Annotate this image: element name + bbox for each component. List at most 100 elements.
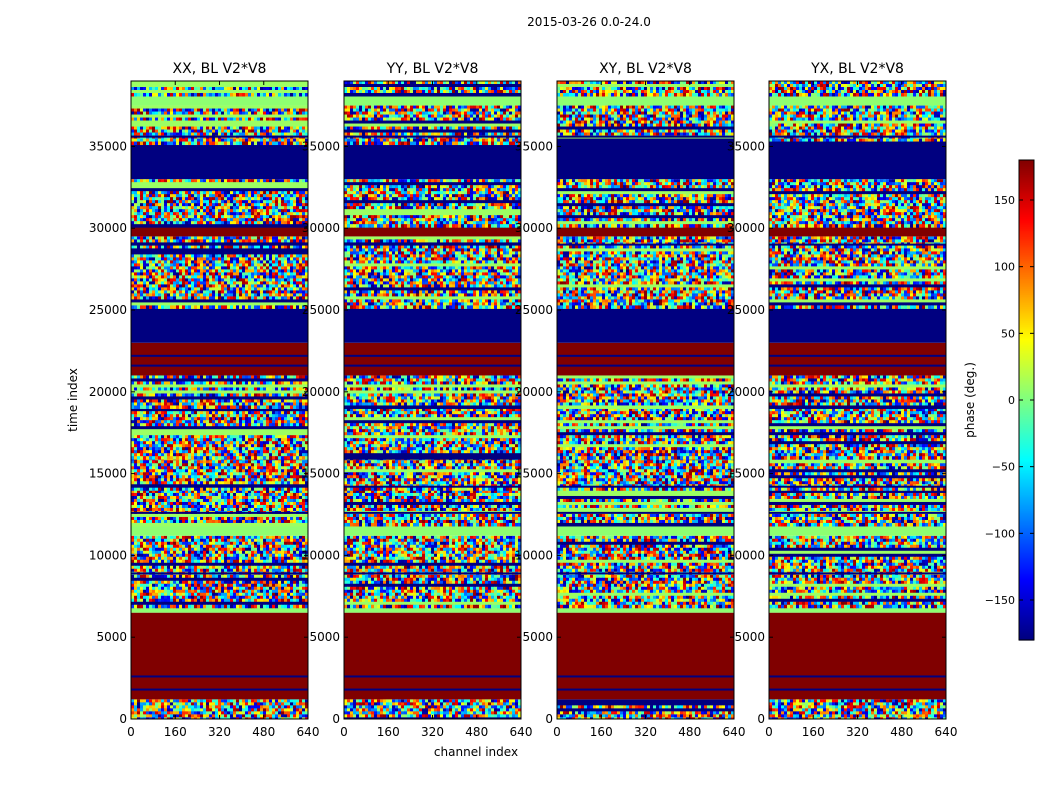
colorbar-step: [1019, 358, 1034, 361]
x-tick-label: 0: [553, 725, 561, 739]
colorbar-step: [1019, 528, 1034, 531]
band: [769, 143, 946, 180]
stripe: [131, 511, 308, 514]
colorbar-step: [1019, 378, 1034, 381]
stripe: [557, 485, 734, 488]
stripe: [344, 354, 521, 357]
colorbar-step: [1019, 634, 1034, 637]
colorbar-step: [1019, 454, 1034, 457]
colorbar-step: [1019, 580, 1034, 583]
colorbar-step: [1019, 494, 1034, 497]
colorbar-step: [1019, 470, 1034, 473]
colorbar-step: [1019, 562, 1034, 565]
colorbar-step: [1019, 330, 1034, 333]
colorbar-step: [1019, 436, 1034, 439]
colorbar-label: phase (deg.): [963, 362, 977, 438]
x-tick-label: 320: [846, 725, 869, 739]
band: [557, 342, 734, 376]
colorbar-step: [1019, 212, 1034, 215]
colorbar-step: [1019, 460, 1034, 463]
stripe: [769, 688, 946, 691]
colorbar-step: [1019, 262, 1034, 265]
colorbar-step: [1019, 456, 1034, 459]
colorbar-step: [1019, 616, 1034, 619]
colorbar-step: [1019, 276, 1034, 279]
x-tick-label: 160: [590, 725, 613, 739]
band: [769, 606, 946, 613]
stripe: [131, 135, 308, 138]
colorbar-step: [1019, 216, 1034, 219]
y-tick-label: 25000: [302, 303, 340, 317]
stripe: [557, 511, 734, 514]
colorbar-step: [1019, 622, 1034, 625]
colorbar-step: [1019, 160, 1034, 163]
colorbar-step: [1019, 180, 1034, 183]
colorbar-step: [1019, 256, 1034, 259]
stripe: [131, 572, 308, 575]
colorbar-step: [1019, 398, 1034, 401]
stripe: [131, 364, 308, 367]
stripe: [557, 675, 734, 678]
colorbar-step: [1019, 268, 1034, 271]
colorbar-step: [1019, 526, 1034, 529]
colorbar-step: [1019, 164, 1034, 167]
colorbar-step: [1019, 566, 1034, 569]
y-tick-label: 25000: [727, 303, 765, 317]
colorbar-step: [1019, 352, 1034, 355]
colorbar-step: [1019, 602, 1034, 605]
colorbar-step: [1019, 236, 1034, 239]
colorbar-step: [1019, 500, 1034, 503]
colorbar-step: [1019, 544, 1034, 547]
colorbar-step: [1019, 292, 1034, 295]
colorbar-step: [1019, 192, 1034, 195]
band: [131, 612, 308, 700]
stripe: [344, 364, 521, 367]
colorbar-step: [1019, 546, 1034, 549]
colorbar-step: [1019, 556, 1034, 559]
colorbar-step: [1019, 218, 1034, 221]
colorbar-step: [1019, 222, 1034, 225]
colorbar-step: [1019, 590, 1034, 593]
band: [344, 94, 521, 106]
colorbar-step: [1019, 512, 1034, 515]
colorbar-tick-label: −100: [985, 527, 1015, 540]
colorbar-step: [1019, 498, 1034, 501]
colorbar-step: [1019, 322, 1034, 325]
colorbar-tick-label: 150: [994, 194, 1015, 207]
colorbar-step: [1019, 270, 1034, 273]
colorbar-step: [1019, 514, 1034, 517]
y-tick-label: 10000: [302, 548, 340, 562]
colorbar-step: [1019, 380, 1034, 383]
x-tick-label: 0: [340, 725, 348, 739]
colorbar-step: [1019, 406, 1034, 409]
y-tick-label: 0: [757, 712, 765, 726]
colorbar-step: [1019, 250, 1034, 253]
colorbar-step: [1019, 524, 1034, 527]
panels: XX, BL V2*V8 0 160 320 480 640 0 5000 10000 15000…: [89, 61, 958, 739]
colorbar-step: [1019, 618, 1034, 621]
band: [131, 606, 308, 613]
colorbar-step: [1019, 462, 1034, 465]
colorbar-step: [1019, 264, 1034, 267]
stripe: [557, 364, 734, 367]
colorbar-step: [1019, 614, 1034, 617]
colorbar-tick-label: 0: [1008, 394, 1015, 407]
colorbar-step: [1019, 196, 1034, 199]
colorbar-step: [1019, 284, 1034, 287]
stripe: [131, 688, 308, 691]
colorbar-step: [1019, 176, 1034, 179]
colorbar-step: [1019, 582, 1034, 585]
colorbar-step: [1019, 338, 1034, 341]
colorbar-step: [1019, 464, 1034, 467]
colorbar-step: [1019, 224, 1034, 227]
colorbar-step: [1019, 208, 1034, 211]
colorbar-step: [1019, 506, 1034, 509]
colorbar-step: [1019, 490, 1034, 493]
colorbar-step: [1019, 186, 1034, 189]
colorbar-step: [1019, 636, 1034, 639]
colorbar-step: [1019, 288, 1034, 291]
colorbar-step: [1019, 594, 1034, 597]
colorbar-step: [1019, 198, 1034, 201]
colorbar-step: [1019, 342, 1034, 345]
colorbar-step: [1019, 624, 1034, 627]
